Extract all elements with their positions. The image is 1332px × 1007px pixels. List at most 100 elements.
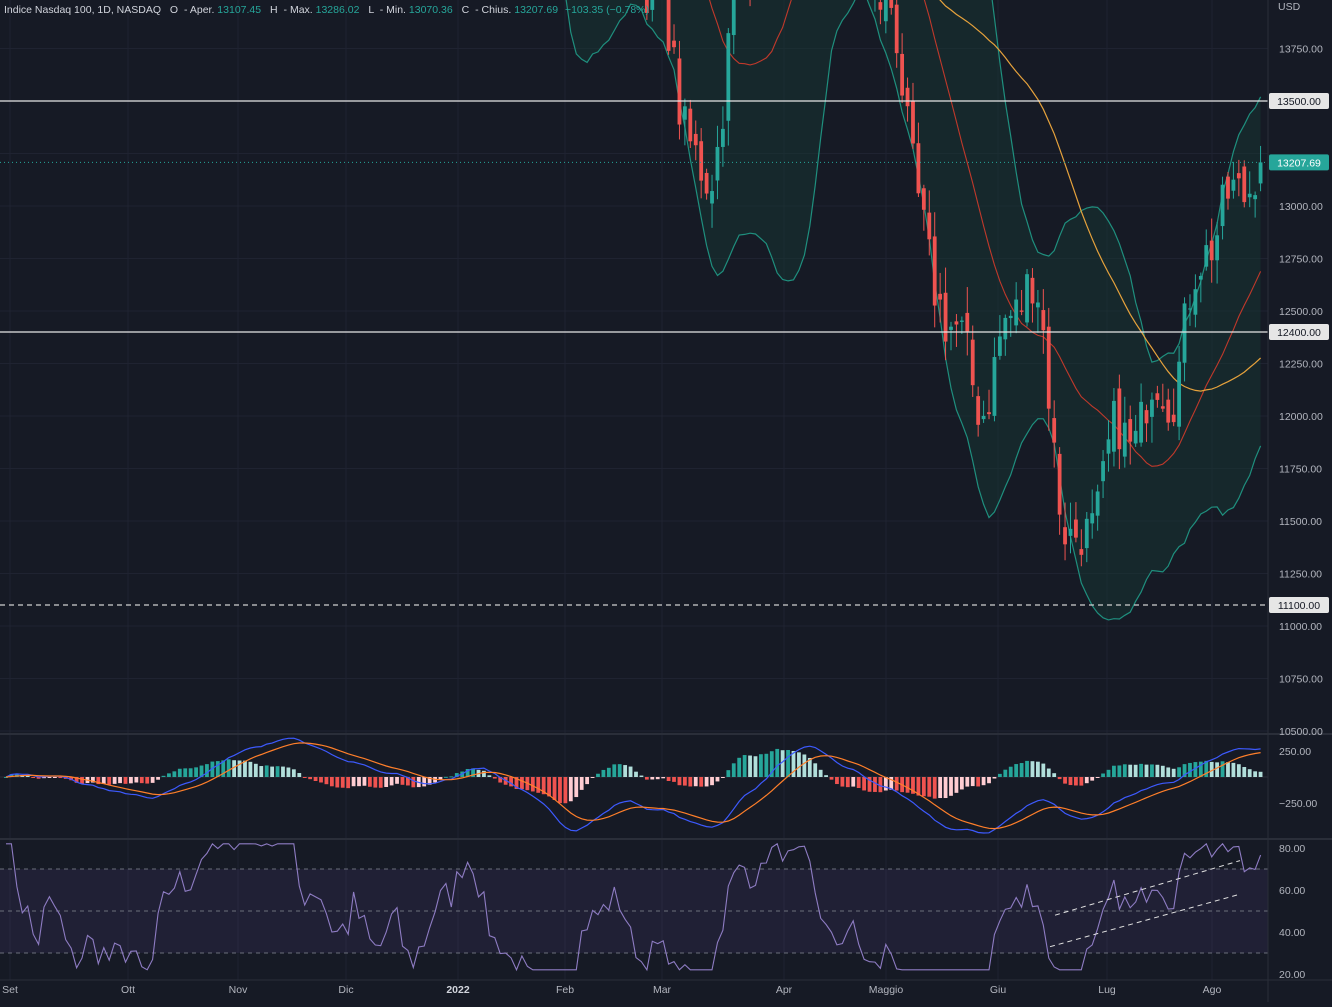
candle-body[interactable] [1155,393,1160,400]
candle-body[interactable] [1231,179,1236,191]
candle-body[interactable] [699,141,704,181]
candle-body[interactable] [878,2,883,10]
rsi-panel[interactable] [0,842,1268,972]
last-price-label[interactable]: 13207.69 [1277,157,1321,169]
candle-body[interactable] [1198,275,1203,280]
candle-body[interactable] [965,312,970,332]
candle-body[interactable] [1052,418,1057,443]
candle[interactable] [1003,314,1008,356]
level-label[interactable]: 13500.00 [1277,96,1321,108]
candle-body[interactable] [1008,315,1013,319]
candle[interactable] [1101,450,1105,499]
candle[interactable] [1106,420,1111,472]
candle[interactable] [921,184,926,231]
horizontal-levels[interactable] [0,0,1268,606]
candle-body[interactable] [682,106,687,120]
candle-body[interactable] [1258,162,1263,184]
candle-body[interactable] [1242,166,1247,203]
candle-body[interactable] [997,336,1002,356]
candle-body[interactable] [959,320,964,322]
candle[interactable] [905,77,910,122]
candle[interactable] [987,389,991,420]
candle[interactable] [726,28,731,146]
candle[interactable] [954,314,959,347]
candle-body[interactable] [1166,399,1171,423]
candle[interactable] [1095,484,1100,531]
candle-body[interactable] [1139,401,1143,443]
candle[interactable] [911,82,915,149]
candle[interactable] [682,98,687,146]
candle[interactable] [699,128,704,199]
candle[interactable] [720,106,725,167]
candle[interactable] [644,0,649,20]
candle-body[interactable] [1095,491,1100,516]
candle-body[interactable] [911,100,915,144]
candle-body[interactable] [992,357,997,416]
candle[interactable] [1041,289,1046,354]
candle[interactable] [1046,307,1051,431]
candle-body[interactable] [1247,193,1252,198]
candle[interactable] [970,325,975,397]
candle-body[interactable] [1204,245,1209,267]
candle-body[interactable] [726,33,731,121]
candle-body[interactable] [1084,518,1089,549]
level-label[interactable]: 11100.00 [1278,600,1320,612]
candle-body[interactable] [1160,406,1165,409]
candle[interactable] [916,122,921,197]
candle[interactable] [677,40,682,140]
candle[interactable] [1019,290,1024,316]
candle-body[interactable] [720,128,725,147]
candle-body[interactable] [672,40,676,48]
candle[interactable] [1068,502,1073,554]
candle-body[interactable] [1063,527,1067,545]
candle-body[interactable] [1171,414,1176,423]
candle-body[interactable] [894,4,899,54]
candle-body[interactable] [883,0,888,22]
candle-body[interactable] [932,236,937,306]
candle[interactable] [1063,502,1067,561]
candle-body[interactable] [688,108,693,142]
candle[interactable] [693,120,698,161]
candle[interactable] [997,315,1002,360]
candle[interactable] [666,0,671,55]
candle-body[interactable] [1182,303,1187,363]
candle-body[interactable] [1035,302,1040,308]
candle[interactable] [959,316,964,334]
candle[interactable] [1030,268,1035,323]
candle-body[interactable] [715,146,720,181]
candle-body[interactable] [1128,419,1133,442]
candle[interactable] [1166,388,1171,431]
candle[interactable] [1122,396,1127,468]
candle-body[interactable] [644,0,649,13]
candle-body[interactable] [976,396,981,425]
candle-body[interactable] [1079,549,1084,555]
candle-body[interactable] [1188,308,1192,310]
candlesticks[interactable] [4,0,1263,567]
candle[interactable] [1160,383,1165,413]
candle[interactable] [1242,160,1247,208]
candle[interactable] [981,400,986,423]
candle[interactable] [1133,414,1138,447]
candle[interactable] [878,0,883,25]
candle-body[interactable] [1220,184,1225,227]
candle[interactable] [1128,405,1133,465]
macd-panel[interactable] [0,737,1268,834]
candle-body[interactable] [900,53,905,96]
candle-body[interactable] [677,58,682,125]
candle[interactable] [710,174,714,228]
candle-body[interactable] [921,188,926,210]
price-axis[interactable]: 17250.0017000.0016750.0016500.0016250.00… [1269,0,1329,981]
candle-body[interactable] [1025,274,1029,323]
candle[interactable] [1236,159,1241,197]
candle-body[interactable] [650,0,655,10]
rsi-trend-lower[interactable] [1049,893,1241,948]
candle-body[interactable] [1112,400,1116,452]
candle[interactable] [1247,171,1252,208]
candle-body[interactable] [704,172,709,194]
candle-body[interactable] [938,293,943,300]
candle[interactable] [1204,229,1209,271]
candle[interactable] [1215,222,1220,284]
candle-body[interactable] [1106,439,1111,454]
candle-body[interactable] [1177,361,1182,427]
